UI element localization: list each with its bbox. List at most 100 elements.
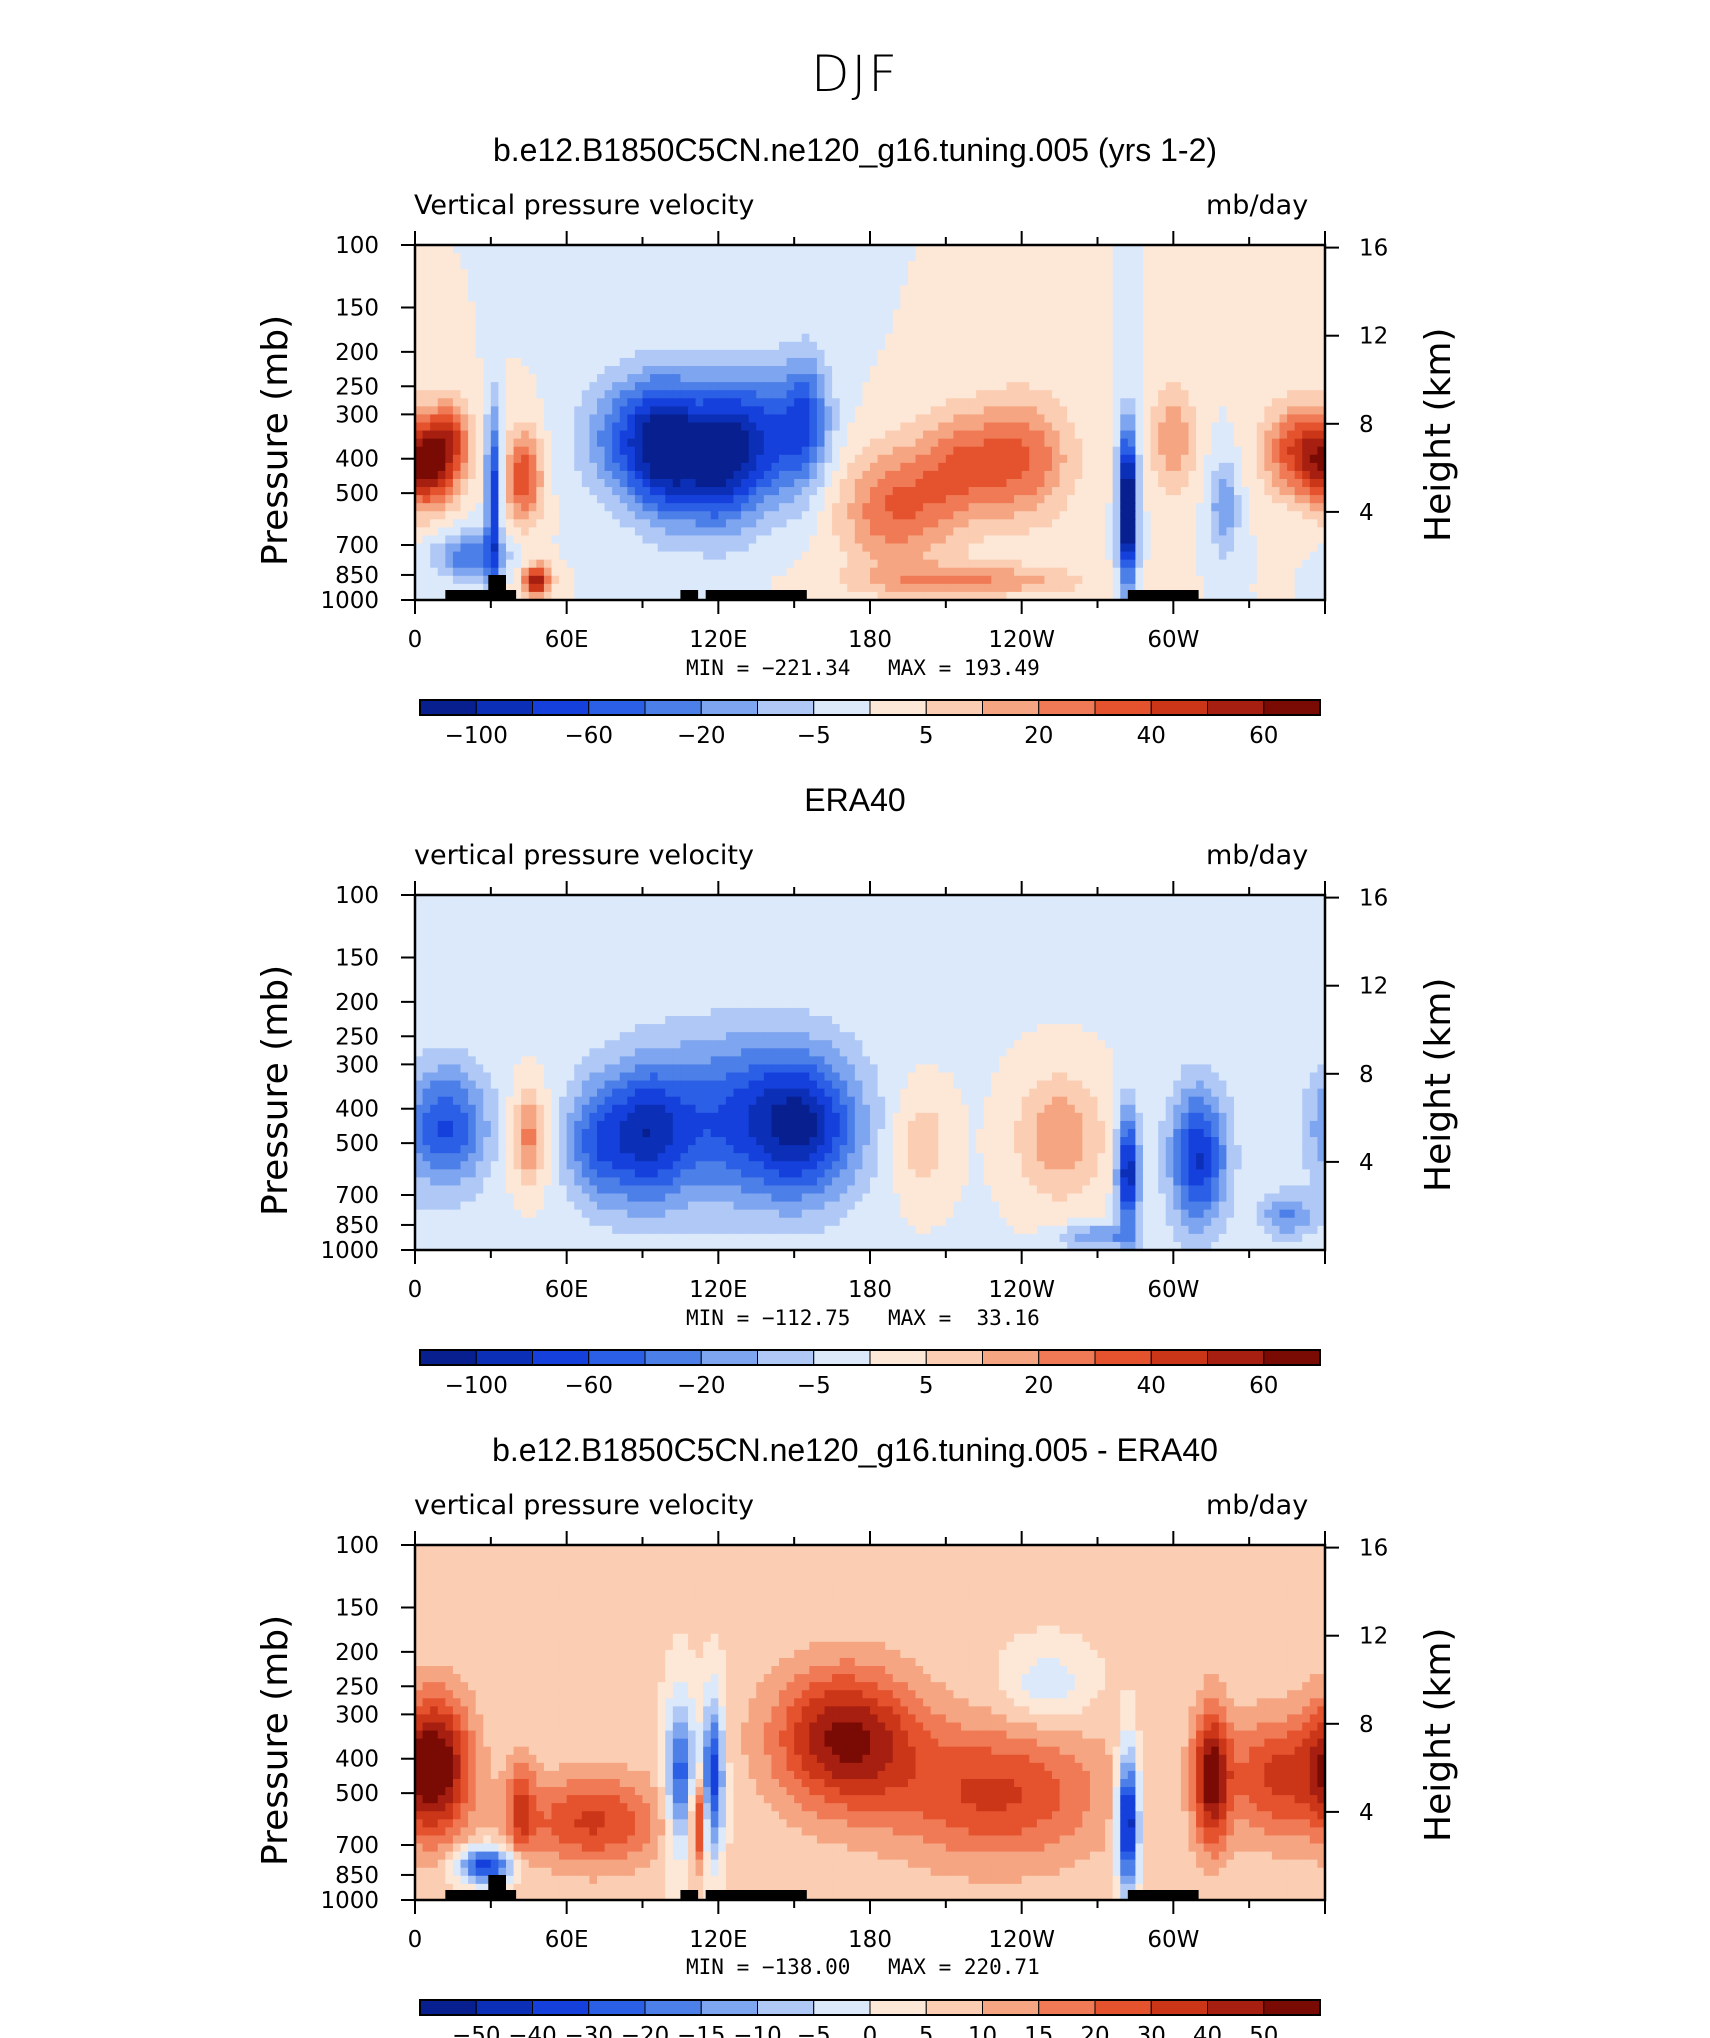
heatmap-cell: [1294, 245, 1303, 254]
heatmap-cell: [1317, 559, 1326, 569]
heatmap-cell: [998, 349, 1008, 359]
heatmap-cell: [1165, 382, 1174, 391]
heatmap-cell: [1006, 245, 1015, 254]
heatmap-cell: [877, 253, 886, 262]
heatmap-cell: [839, 341, 848, 351]
heatmap-cell: [1188, 325, 1197, 335]
heatmap-cell: [1226, 414, 1235, 424]
heatmap-cell: [672, 301, 682, 311]
heatmap-cell: [1203, 341, 1212, 351]
heatmap-cell: [1211, 503, 1220, 512]
heatmap-cell: [1074, 269, 1083, 278]
heatmap-cell: [733, 285, 742, 295]
heatmap-cell: [460, 519, 469, 528]
heatmap-cell: [619, 285, 628, 295]
heatmap-cell: [862, 414, 871, 424]
heatmap-cell: [1249, 503, 1258, 512]
heatmap-cell: [756, 487, 765, 496]
heatmap-cell: [847, 382, 856, 391]
heatmap-cell: [870, 406, 879, 416]
heatmap-cell: [1135, 301, 1144, 311]
heatmap-cell: [1196, 333, 1205, 343]
heatmap-cell: [1249, 527, 1258, 537]
heatmap-cell: [688, 511, 697, 520]
heatmap-cell: [566, 309, 575, 319]
heatmap-cell: [832, 366, 841, 375]
heatmap-cell: [506, 567, 515, 577]
heatmap-cell: [1089, 341, 1099, 351]
heatmap-cell: [794, 366, 803, 375]
heatmap-cell: [1014, 527, 1023, 537]
heatmap-cell: [1264, 390, 1273, 399]
heatmap-cell: [801, 470, 810, 480]
heatmap-cell: [1180, 374, 1190, 383]
heatmap-cell: [809, 527, 818, 537]
heatmap-cell: [672, 503, 682, 512]
heatmap-cell: [1218, 301, 1228, 311]
heatmap-cell: [650, 535, 659, 545]
heatmap-cell: [832, 535, 841, 545]
heatmap-cell: [1264, 277, 1273, 286]
heatmap-cell: [1074, 406, 1083, 416]
heatmap-cell: [460, 527, 469, 537]
heatmap-cell: [506, 349, 515, 359]
heatmap-cell: [498, 535, 507, 545]
heatmap-cell: [1150, 422, 1159, 432]
heatmap-cell: [1029, 325, 1038, 335]
heatmap-cell: [794, 309, 803, 319]
heatmap-cell: [1180, 519, 1190, 528]
heatmap-cell: [506, 325, 515, 335]
heatmap-cell: [650, 398, 659, 407]
heatmap-cell: [983, 301, 992, 311]
heatmap-cell: [672, 277, 682, 286]
heatmap-cell: [1241, 341, 1250, 351]
heatmap-cell: [604, 269, 613, 278]
heatmap-cell: [862, 357, 871, 367]
heatmap-cell: [619, 422, 628, 432]
heatmap-cell: [923, 414, 932, 424]
heatmap-cell: [672, 309, 682, 319]
heatmap-cell: [1044, 430, 1053, 440]
heatmap-cell: [907, 325, 917, 335]
heatmap-cell: [475, 349, 484, 359]
heatmap-cell: [824, 543, 833, 553]
heatmap-cell: [1287, 543, 1296, 553]
heatmap-cell: [1067, 495, 1076, 504]
heatmap-cell: [1302, 341, 1311, 351]
heatmap-cell: [634, 503, 644, 512]
heatmap-cell: [854, 567, 864, 577]
heatmap-cell: [445, 454, 454, 464]
heatmap-cell: [1241, 567, 1250, 577]
heatmap-cell: [816, 325, 826, 335]
heatmap-cell: [1180, 390, 1190, 399]
heatmap-cell: [1089, 527, 1099, 537]
heatmap-cell: [672, 374, 682, 383]
heatmap-cell: [498, 478, 507, 488]
heatmap-cell: [748, 487, 757, 496]
heatmap-cell: [733, 462, 742, 472]
heatmap-cell: [953, 349, 962, 359]
heatmap-cell: [1218, 543, 1228, 553]
heatmap-cell: [543, 559, 553, 569]
heatmap-cell: [794, 301, 803, 311]
heatmap-cell: [543, 487, 553, 496]
heatmap-cell: [468, 349, 477, 359]
heatmap-cell: [551, 261, 560, 270]
heatmap-cell: [1044, 309, 1053, 319]
heatmap-cell: [907, 253, 917, 262]
heatmap-cell: [816, 382, 826, 391]
heatmap-cell: [566, 454, 575, 464]
heatmap-cell: [1150, 559, 1159, 569]
heatmap-cell: [1044, 478, 1053, 488]
heatmap-cell: [1029, 349, 1038, 359]
heatmap-cell: [1196, 527, 1205, 537]
heatmap-cell: [490, 511, 500, 520]
heatmap-cell: [991, 487, 1000, 496]
heatmap-cell: [657, 422, 666, 432]
heatmap-cell: [1180, 245, 1190, 254]
heatmap-cell: [779, 575, 788, 585]
heatmap-cell: [581, 317, 591, 327]
heatmap-cell: [779, 301, 788, 311]
heatmap-cell: [998, 285, 1008, 295]
heatmap-cell: [1044, 382, 1053, 391]
